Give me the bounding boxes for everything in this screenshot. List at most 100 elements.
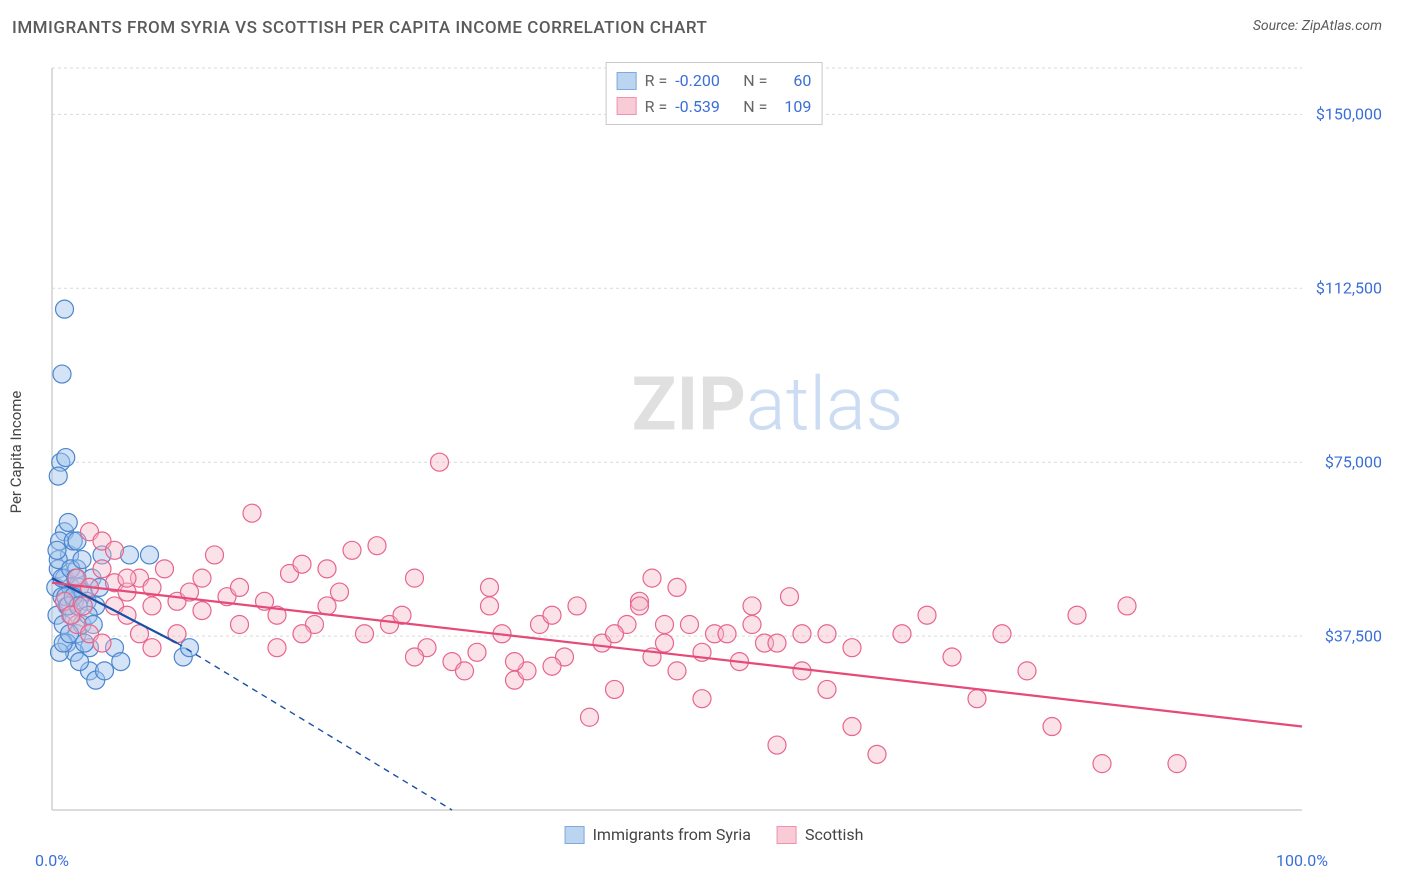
data-point-scottish [243,504,261,522]
data-point-syria [96,662,114,680]
stat-n-label: N = [739,68,767,94]
data-point-scottish [1168,755,1186,773]
data-point-scottish [343,541,361,559]
data-point-scottish [231,616,249,634]
y-tick-label: $112,500 [1314,279,1384,298]
legend-swatch-scottish [777,826,797,844]
data-point-scottish [106,541,124,559]
data-point-scottish [643,569,661,587]
data-point-scottish [143,597,161,615]
chart-area: Per Capita Income R =-0.200 N =60R =-0.5… [46,62,1382,842]
data-point-syria [57,449,75,467]
data-point-scottish [793,625,811,643]
data-point-scottish [693,690,711,708]
data-point-syria [73,551,91,569]
data-point-scottish [193,569,211,587]
data-point-scottish [606,680,624,698]
legend-swatch-scottish [617,97,637,115]
data-point-scottish [268,639,286,657]
data-point-scottish [231,578,249,596]
data-point-scottish [481,597,499,615]
y-tick-label: $75,000 [1323,453,1384,472]
data-point-syria [181,639,199,657]
stat-r-label: R = [645,68,668,94]
x-tick-label: 0.0% [35,851,69,870]
data-point-syria [53,365,71,383]
data-point-syria [71,653,89,671]
data-point-scottish [468,643,486,661]
y-axis-label: Per Capita Income [7,391,25,514]
data-point-scottish [206,546,224,564]
stat-n-value: 60 [775,68,811,94]
data-point-scottish [93,634,111,652]
data-point-scottish [193,602,211,620]
correlation-stats-box: R = -0.200 N = 60 R = -0.539 N = 109 [606,62,823,125]
data-point-scottish [481,578,499,596]
legend-swatch-syria [617,72,637,90]
data-point-scottish [968,690,986,708]
stat-r-value: -0.539 [675,94,731,120]
data-point-scottish [818,625,836,643]
data-point-scottish [406,648,424,666]
data-point-syria [59,513,77,531]
data-point-scottish [581,708,599,726]
data-point-syria [49,467,67,485]
chart-title: IMMIGRANTS FROM SYRIA VS SCOTTISH PER CA… [12,18,707,38]
data-point-syria [141,546,159,564]
stat-n-label: N = [739,94,767,120]
data-point-scottish [868,745,886,763]
data-point-scottish [74,597,92,615]
data-point-scottish [843,639,861,657]
data-point-syria [48,541,66,559]
data-point-scottish [1118,597,1136,615]
data-point-scottish [668,578,686,596]
data-point-scottish [543,606,561,624]
data-point-syria [112,653,130,671]
legend-label: Immigrants from Syria [593,825,751,844]
data-point-scottish [143,639,161,657]
data-point-scottish [543,657,561,675]
stat-r-value: -0.200 [675,68,731,94]
data-point-scottish [93,560,111,578]
stat-n-value: 109 [775,94,811,120]
data-point-scottish [118,569,136,587]
data-point-scottish [743,597,761,615]
data-point-scottish [768,736,786,754]
stat-r-label: R = [645,94,668,120]
data-point-scottish [781,588,799,606]
data-point-scottish [293,555,311,573]
data-point-scottish [656,616,674,634]
data-point-scottish [1043,718,1061,736]
data-point-scottish [818,680,836,698]
legend-label: Scottish [805,825,863,844]
y-tick-label: $150,000 [1314,105,1384,124]
stats-row-syria: R = -0.200 N = 60 [617,68,812,94]
trend-line-scottish [52,583,1302,727]
data-point-scottish [406,569,424,587]
data-point-scottish [156,560,174,578]
data-point-scottish [631,597,649,615]
stats-row-scottish: R = -0.539 N = 109 [617,94,812,120]
trend-line-dashed-syria [177,643,452,810]
legend-swatch-syria [565,826,585,844]
data-point-scottish [456,662,474,680]
data-point-scottish [893,625,911,643]
data-point-scottish [681,616,699,634]
data-point-scottish [318,597,336,615]
data-point-scottish [743,616,761,634]
legend-item-syria: Immigrants from Syria [565,825,751,844]
data-point-scottish [993,625,1011,643]
scatter-chart-svg [46,62,1382,842]
data-point-scottish [331,583,349,601]
data-point-scottish [718,625,736,643]
legend-item-scottish: Scottish [777,825,863,844]
x-axis-legend: Immigrants from Syria Scottish [557,825,872,844]
data-point-scottish [1093,755,1111,773]
data-point-scottish [656,634,674,652]
data-point-scottish [568,597,586,615]
data-point-scottish [668,662,686,680]
x-tick-label: 100.0% [1276,851,1328,870]
data-point-scottish [918,606,936,624]
data-point-scottish [843,718,861,736]
data-point-scottish [943,648,961,666]
